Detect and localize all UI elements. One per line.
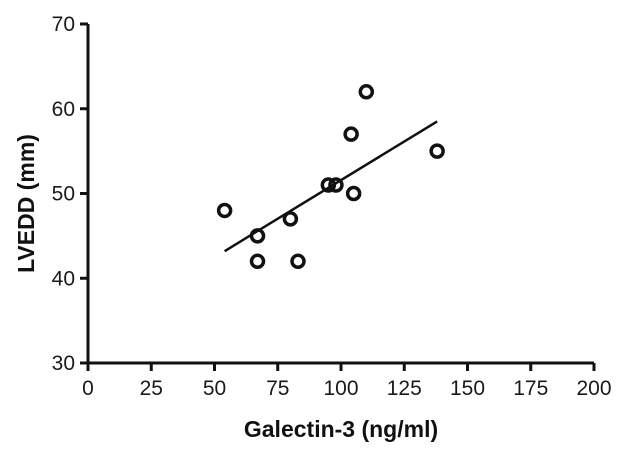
x-tick-label: 100: [323, 377, 358, 400]
x-tick-label: 200: [576, 377, 611, 400]
axis-labels: Galectin-3 (ng/ml) LVEDD (mm): [13, 134, 438, 442]
x-tick-label: 150: [450, 377, 485, 400]
x-tick-label: 75: [266, 377, 289, 400]
data-point: [320, 177, 337, 193]
data-point: [216, 202, 233, 219]
y-tick-label: 60: [52, 98, 75, 121]
y-tick-label: 40: [52, 267, 75, 290]
x-tick-label: 50: [203, 377, 226, 400]
x-tick-label: 0: [82, 377, 94, 400]
data-point: [358, 84, 375, 100]
y-tick-label: 70: [52, 13, 75, 36]
data-point: [249, 253, 266, 270]
y-tick-label: 50: [52, 183, 75, 206]
data-point: [345, 185, 362, 202]
data-point: [249, 228, 266, 244]
data-point: [429, 143, 445, 159]
data-point: [282, 211, 299, 227]
data-point: [343, 126, 359, 142]
data-point: [290, 253, 306, 270]
x-tick-label: 25: [140, 377, 163, 400]
data-point: [328, 177, 344, 193]
axes: 30 40 50 60 70 0 25 50 75 100 125 150 175 200: [52, 13, 612, 400]
x-tick-label: 125: [387, 377, 422, 400]
y-tick-label: 30: [52, 352, 75, 375]
x-axis-title: Galectin-3 (ng/ml): [244, 416, 438, 442]
data-points: [216, 84, 445, 270]
y-axis-title: LVEDD (mm): [13, 134, 39, 273]
x-tick-label: 175: [513, 377, 548, 400]
